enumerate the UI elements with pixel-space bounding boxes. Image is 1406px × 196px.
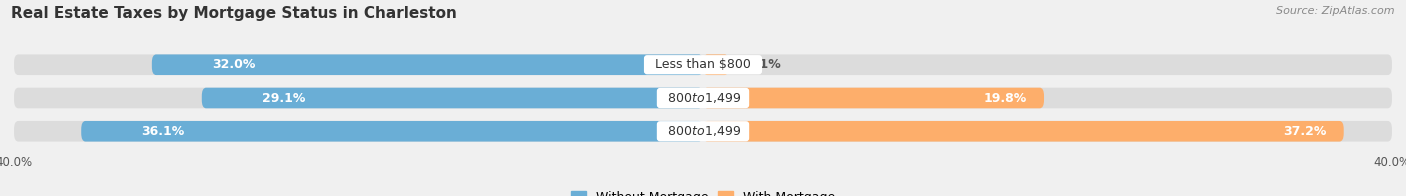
FancyBboxPatch shape xyxy=(82,121,703,142)
Text: 32.0%: 32.0% xyxy=(212,58,256,71)
Text: $800 to $1,499: $800 to $1,499 xyxy=(659,91,747,105)
Text: 29.1%: 29.1% xyxy=(262,92,305,104)
FancyBboxPatch shape xyxy=(14,88,1392,108)
FancyBboxPatch shape xyxy=(202,88,703,108)
FancyBboxPatch shape xyxy=(703,88,1045,108)
FancyBboxPatch shape xyxy=(14,54,1392,75)
FancyBboxPatch shape xyxy=(703,54,728,75)
Text: Real Estate Taxes by Mortgage Status in Charleston: Real Estate Taxes by Mortgage Status in … xyxy=(11,6,457,21)
Text: 19.8%: 19.8% xyxy=(984,92,1026,104)
FancyBboxPatch shape xyxy=(14,121,1392,142)
Text: 36.1%: 36.1% xyxy=(142,125,184,138)
Text: 37.2%: 37.2% xyxy=(1284,125,1326,138)
Text: Source: ZipAtlas.com: Source: ZipAtlas.com xyxy=(1277,6,1395,16)
FancyBboxPatch shape xyxy=(703,121,1344,142)
Text: $800 to $1,499: $800 to $1,499 xyxy=(659,124,747,138)
Text: 0.1%: 0.1% xyxy=(747,58,780,71)
FancyBboxPatch shape xyxy=(152,54,703,75)
Legend: Without Mortgage, With Mortgage: Without Mortgage, With Mortgage xyxy=(571,191,835,196)
Text: Less than $800: Less than $800 xyxy=(647,58,759,71)
